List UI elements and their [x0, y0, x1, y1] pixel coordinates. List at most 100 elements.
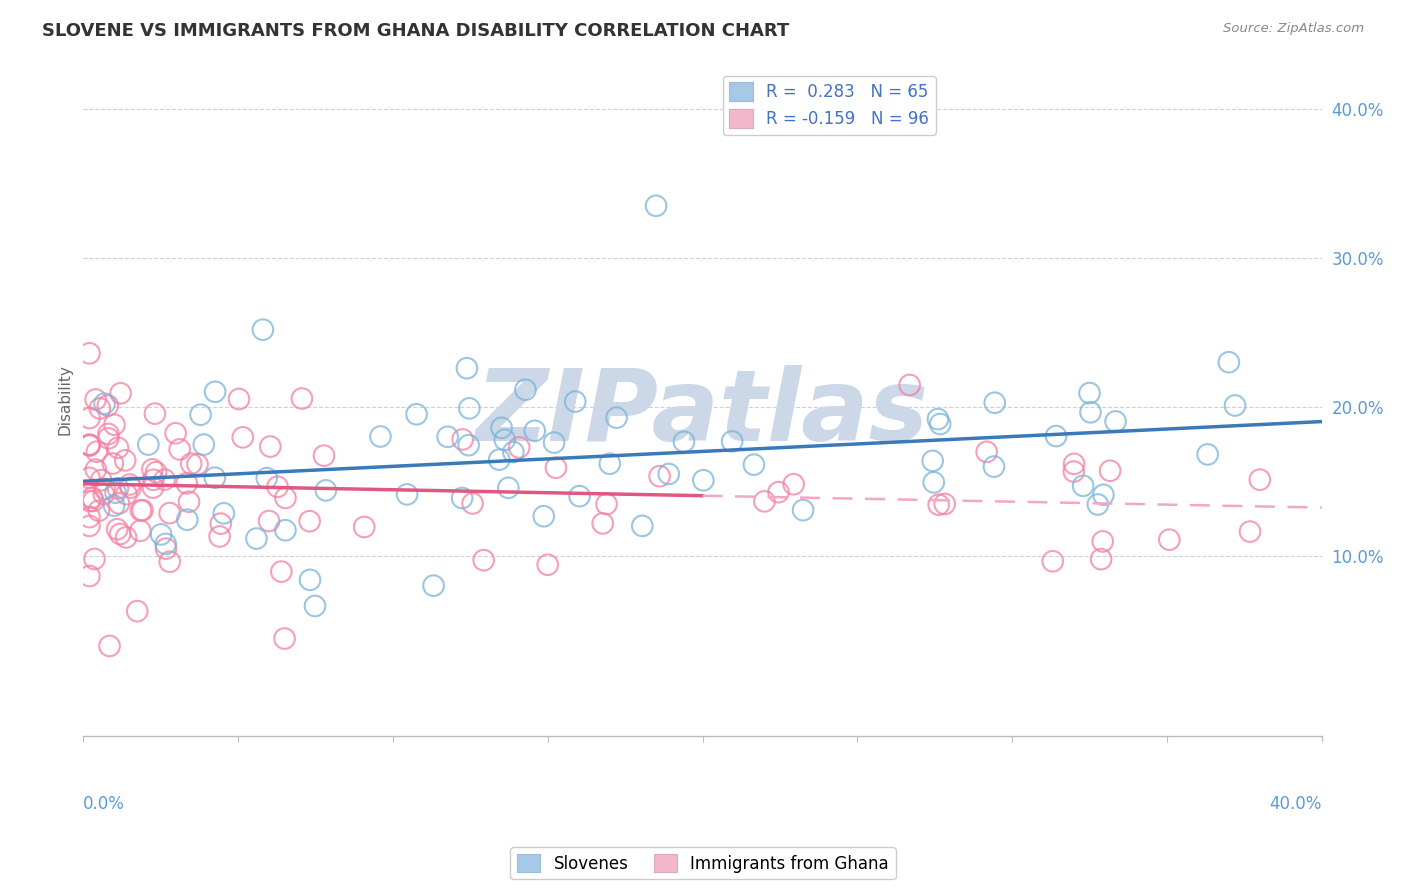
Point — [1063, 465, 1085, 479]
Point — [1099, 464, 1122, 478]
Point — [273, 632, 295, 646]
Point — [488, 452, 510, 467]
Legend: R =  0.283   N = 65, R = -0.159   N = 96: R = 0.283 N = 65, R = -0.159 N = 96 — [723, 76, 935, 135]
Point — [79, 411, 101, 425]
Point — [141, 462, 163, 476]
Point — [1092, 488, 1115, 502]
Point — [692, 473, 714, 487]
Point — [93, 487, 115, 501]
Point — [782, 477, 804, 491]
Point — [79, 519, 101, 533]
Point — [193, 437, 215, 451]
Point — [1249, 473, 1271, 487]
Point — [84, 392, 107, 407]
Point — [768, 485, 790, 500]
Point — [1223, 399, 1246, 413]
Point — [658, 467, 681, 481]
Point — [101, 457, 124, 471]
Point — [208, 529, 231, 543]
Point — [98, 639, 121, 653]
Point — [84, 462, 107, 476]
Point — [177, 494, 200, 508]
Point — [451, 491, 474, 505]
Text: 0.0%: 0.0% — [83, 795, 125, 814]
Text: 40.0%: 40.0% — [1270, 795, 1322, 814]
Point — [79, 510, 101, 524]
Point — [259, 440, 281, 454]
Point — [270, 565, 292, 579]
Point — [136, 437, 159, 451]
Point — [266, 480, 288, 494]
Point — [79, 437, 101, 451]
Point — [114, 453, 136, 467]
Point — [1159, 533, 1181, 547]
Point — [79, 346, 101, 360]
Point — [1090, 552, 1112, 566]
Point — [180, 457, 202, 471]
Point — [1045, 429, 1067, 443]
Point — [298, 573, 321, 587]
Point — [494, 433, 516, 447]
Text: Source: ZipAtlas.com: Source: ZipAtlas.com — [1223, 22, 1364, 36]
Point — [754, 494, 776, 508]
Point — [595, 497, 617, 511]
Point — [129, 503, 152, 517]
Point — [370, 429, 392, 443]
Point — [929, 417, 952, 431]
Point — [82, 494, 104, 508]
Point — [1197, 447, 1219, 461]
Point — [502, 445, 524, 459]
Point — [232, 430, 254, 444]
Point — [169, 442, 191, 457]
Point — [129, 524, 152, 538]
Point — [1218, 355, 1240, 369]
Point — [212, 506, 235, 520]
Point — [498, 481, 520, 495]
Point — [927, 412, 949, 426]
Point — [127, 604, 149, 618]
Point — [792, 503, 814, 517]
Point — [245, 532, 267, 546]
Point — [79, 438, 101, 452]
Point — [304, 599, 326, 613]
Point — [209, 516, 232, 531]
Point — [515, 383, 537, 397]
Point — [721, 434, 744, 449]
Point — [564, 394, 586, 409]
Point — [103, 499, 125, 513]
Point — [523, 424, 546, 438]
Point — [142, 473, 165, 487]
Point — [298, 514, 321, 528]
Point — [143, 407, 166, 421]
Point — [472, 553, 495, 567]
Point — [79, 494, 101, 508]
Point — [228, 392, 250, 406]
Point — [543, 435, 565, 450]
Point — [176, 476, 198, 491]
Point — [645, 199, 668, 213]
Point — [396, 487, 419, 501]
Point — [145, 465, 167, 479]
Point — [142, 481, 165, 495]
Point — [274, 491, 297, 505]
Point — [606, 410, 628, 425]
Point — [83, 552, 105, 566]
Point — [108, 496, 131, 510]
Point — [79, 438, 101, 452]
Point — [108, 527, 131, 541]
Point — [599, 457, 621, 471]
Point — [120, 481, 142, 495]
Point — [533, 509, 555, 524]
Point — [115, 530, 138, 544]
Point — [155, 541, 177, 556]
Point — [89, 401, 111, 416]
Point — [648, 469, 671, 483]
Point — [405, 407, 427, 421]
Point — [159, 506, 181, 520]
Point — [456, 361, 478, 376]
Point — [257, 514, 280, 528]
Point — [461, 496, 484, 510]
Point — [451, 433, 474, 447]
Point — [186, 457, 208, 471]
Point — [159, 555, 181, 569]
